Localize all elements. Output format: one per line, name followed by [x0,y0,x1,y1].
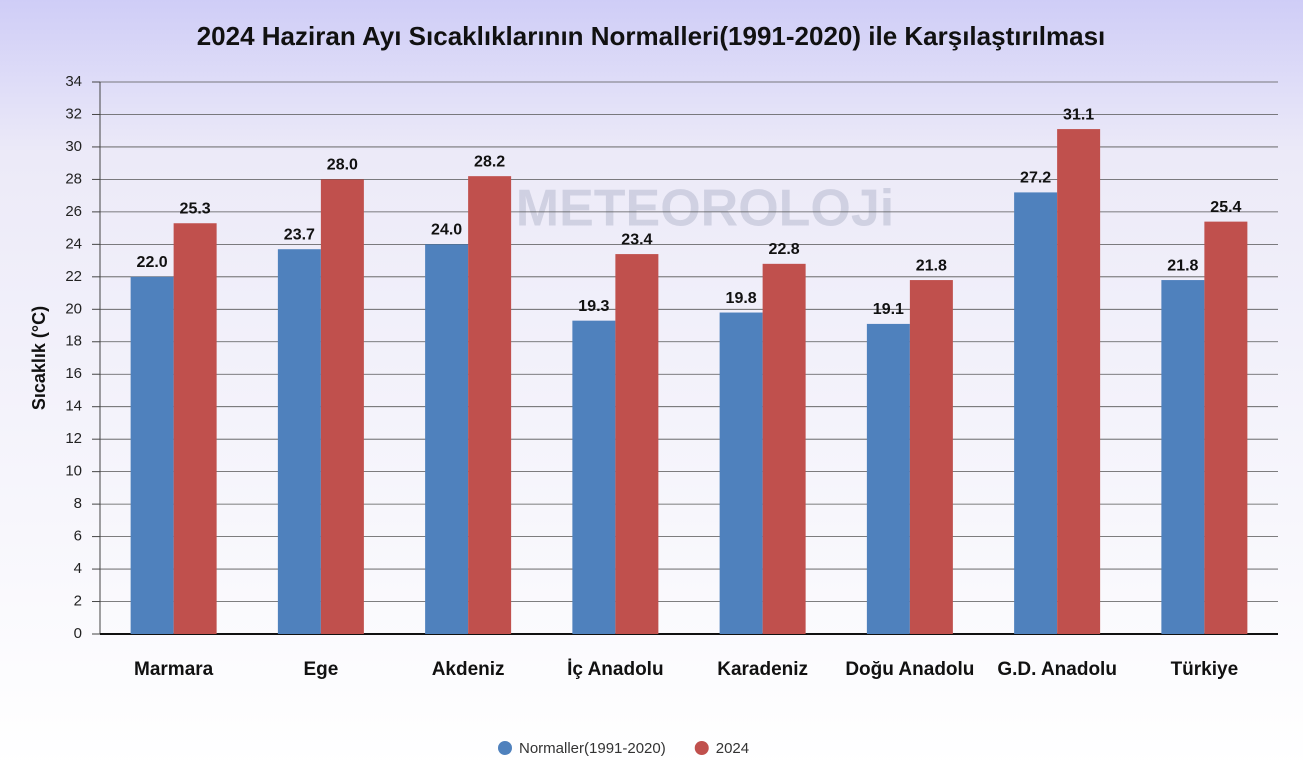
y-tick-label: 20 [65,300,82,317]
bar [468,176,511,634]
value-label: 25.3 [180,200,211,217]
y-tick-label: 14 [65,398,82,415]
legend-label: 2024 [716,740,749,757]
watermark: METEOROLOJi [516,180,894,238]
y-tick-label: 28 [65,170,82,187]
value-label: 24.0 [431,222,462,239]
bar [425,244,468,634]
y-tick-label: 24 [65,235,82,252]
bar [910,280,953,634]
x-tick-label: Akdeniz [432,659,505,680]
value-label: 23.7 [284,226,315,243]
y-tick-label: 18 [65,333,82,350]
value-label: 28.0 [327,157,358,174]
y-tick-label: 12 [65,430,82,447]
value-label: 19.3 [578,298,609,315]
bar [720,313,763,634]
value-label: 21.8 [1167,257,1198,274]
value-label: 19.1 [873,301,904,318]
y-tick-label: 32 [65,105,82,122]
legend-marker [695,741,709,755]
y-tick-label: 16 [65,365,82,382]
value-label: 31.1 [1063,106,1094,123]
y-axis-label: Sıcaklık (°C) [29,306,49,410]
y-tick-label: 30 [65,138,82,155]
bar [1204,222,1247,634]
y-tick-label: 4 [74,560,82,577]
x-tick-label: İç Anadolu [567,659,663,680]
y-tick-label: 0 [74,625,82,642]
chart: 2024 Haziran Ayı Sıcaklıklarının Normall… [0,0,1303,769]
y-tick-label: 8 [74,495,82,512]
bar [1014,192,1057,634]
y-tick-label: 6 [74,528,82,545]
value-label: 21.8 [916,257,947,274]
bar [1161,280,1204,634]
x-tick-label: Karadeniz [717,659,808,680]
y-tick-label: 2 [74,592,82,609]
y-tick-label: 10 [65,463,82,480]
chart-title: 2024 Haziran Ayı Sıcaklıklarının Normall… [197,21,1106,51]
x-tick-label: Marmara [134,659,214,680]
x-tick-label: Ege [303,659,338,680]
bar [1057,129,1100,634]
legend-label: Normaller(1991-2020) [519,740,666,757]
value-label: 25.4 [1210,199,1241,216]
value-label: 22.8 [769,241,800,258]
legend-marker [498,741,512,755]
x-tick-label: Doğu Anadolu [845,659,974,680]
bar [572,321,615,634]
bar [615,254,658,634]
bar [278,249,321,634]
y-tick-label: 34 [65,73,82,90]
value-label: 28.2 [474,153,505,170]
x-tick-label: G.D. Anadolu [997,659,1117,680]
bar [131,277,174,634]
y-tick-label: 22 [65,268,82,285]
value-label: 27.2 [1020,170,1051,187]
bar [763,264,806,634]
y-tick-label: 26 [65,203,82,220]
bar [867,324,910,634]
value-label: 23.4 [621,231,652,248]
bar [174,223,217,634]
value-label: 22.0 [137,254,168,271]
bar [321,179,364,634]
x-tick-label: Türkiye [1171,659,1239,680]
value-label: 19.8 [726,290,757,307]
